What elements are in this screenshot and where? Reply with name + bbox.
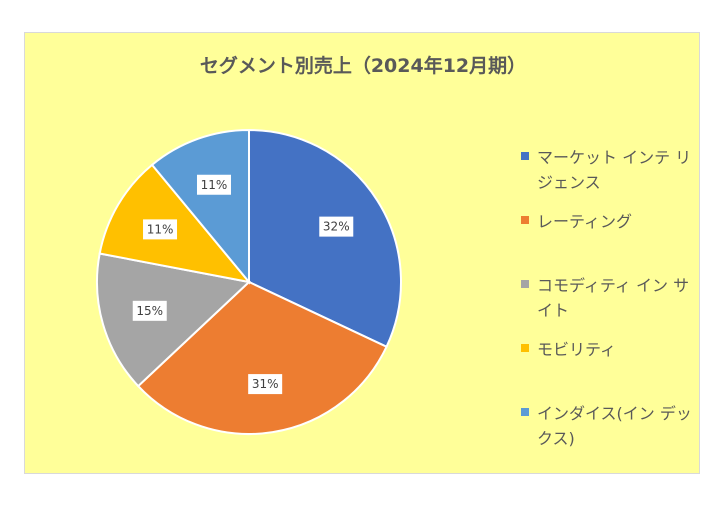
pie-slice-5: [150, 128, 250, 285]
legend-item-1: マーケット インテ リジェンス: [521, 145, 692, 195]
legend-item-4: モビリティ: [521, 337, 692, 362]
legend-item-5: インダイス(イン デックス): [521, 401, 692, 451]
data-label-1: 32%: [319, 216, 354, 237]
legend-swatch-5: [521, 408, 529, 416]
chart-area: セグメント別売上（2024年12月期） 32% 31% 15% 11% 11% マーケッ…: [24, 32, 700, 474]
data-label-box-5: [196, 174, 231, 195]
data-label-text-4: 11%: [147, 222, 174, 236]
legend-item-3: コモディティ イン サイト: [521, 273, 692, 323]
data-label-text-3: 15%: [136, 304, 163, 318]
data-label-box-2: [248, 374, 283, 395]
legend-swatch-1: [521, 152, 529, 160]
data-label-3: 15%: [132, 300, 167, 321]
data-label-2: 31%: [248, 374, 283, 395]
data-label-box-4: [143, 219, 178, 240]
legend-swatch-3: [521, 280, 529, 288]
legend-label-4: モビリティ: [537, 340, 617, 359]
data-label-box-3: [132, 300, 167, 321]
pie-slice-3: [96, 252, 252, 388]
legend-swatch-2: [521, 216, 529, 224]
chart-title: セグメント別売上（2024年12月期）: [199, 55, 527, 77]
legend-label-3: コモディティ イン サイト: [537, 276, 690, 320]
data-label-text-1: 32%: [323, 220, 350, 234]
legend-item-2: レーティング: [521, 209, 692, 234]
legend-swatch-4: [521, 344, 529, 352]
data-label-5: 11%: [196, 174, 231, 195]
data-label-box-1: [319, 216, 354, 237]
legend-label-2: レーティング: [537, 212, 633, 231]
pie-slice-1: [248, 128, 402, 349]
pie-slice-2: [136, 280, 388, 435]
data-label-4: 11%: [143, 219, 178, 240]
data-label-text-2: 31%: [252, 377, 279, 391]
pie-chart: 32% 31% 15% 11% 11%: [96, 128, 402, 435]
legend-label-5: インダイス(イン デックス): [537, 404, 692, 448]
data-label-text-5: 11%: [201, 178, 228, 192]
legend-label-1: マーケット インテ リジェンス: [537, 148, 692, 192]
